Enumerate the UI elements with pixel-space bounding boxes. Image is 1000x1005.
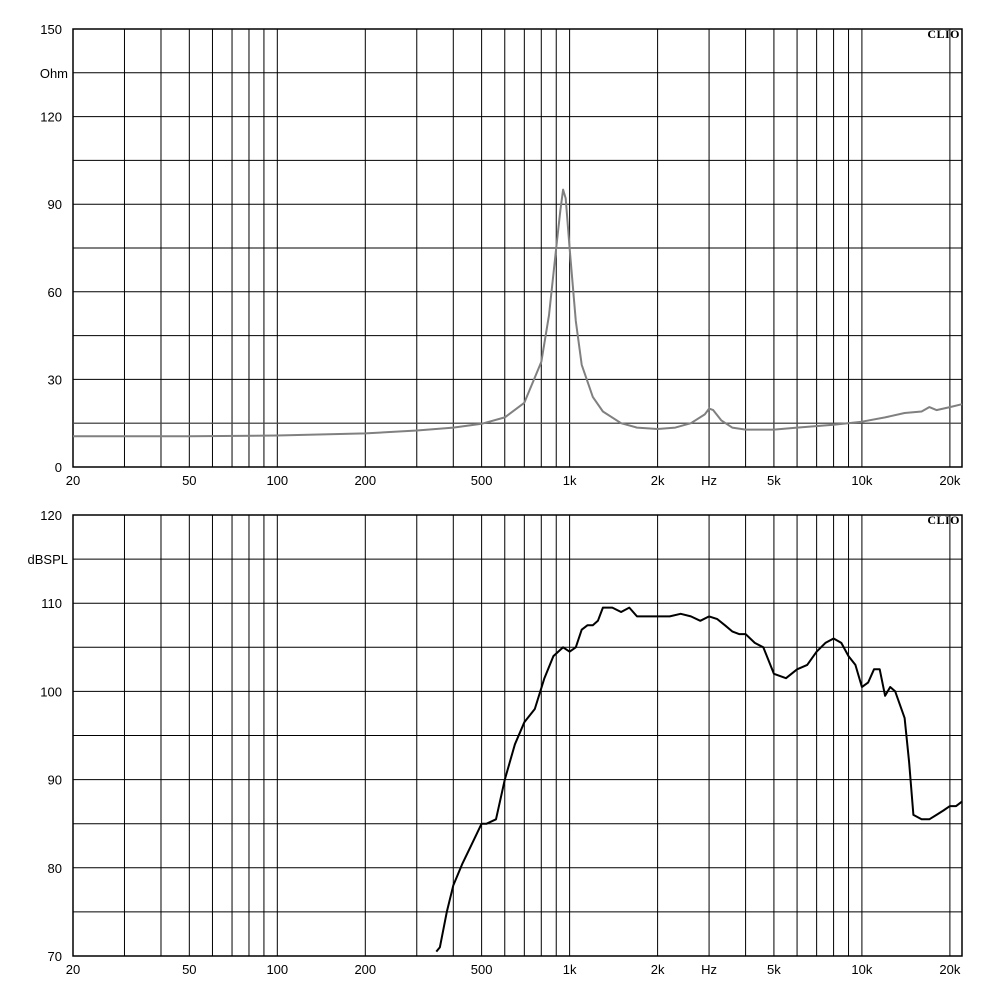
x-tick-label: 20k (939, 962, 960, 977)
x-tick-label: 500 (471, 962, 493, 977)
x-tick-label: 10k (851, 473, 872, 488)
y-tick-label: 90 (48, 197, 62, 212)
x-tick-label: 100 (266, 473, 288, 488)
x-tick-label: 1k (563, 473, 577, 488)
x-tick-label: 5k (767, 473, 781, 488)
x-tick-label: 2k (651, 473, 665, 488)
spl-chart: 70 80 90 100 110 120 dBSPL 20 50 100 200 500 1k 2k Hz 5… (28, 508, 963, 977)
x-tick-label: 5k (767, 962, 781, 977)
x-tick-label: 50 (182, 473, 196, 488)
x-tick-label: 200 (354, 473, 376, 488)
x-tick-label: 200 (354, 962, 376, 977)
brand-label: CLIO (927, 27, 960, 41)
x-tick-label: 10k (851, 962, 872, 977)
y-axis-label: dBSPL (28, 552, 68, 567)
series-line (435, 606, 963, 953)
plot-frame (72, 514, 963, 957)
y-tick-label: 120 (40, 508, 62, 523)
y-tick-label: 110 (41, 596, 62, 611)
y-tick-label: 30 (48, 372, 62, 387)
x-tick-label: Hz (701, 962, 717, 977)
x-tick-label: 500 (471, 473, 493, 488)
impedance-chart: 0 30 60 90 120 150 Ohm 20 50 100 200 500 1k 2k Hz 5k 10k… (40, 22, 963, 488)
y-tick-label: 70 (48, 949, 62, 964)
y-axis-label: Ohm (40, 66, 68, 81)
x-tick-label: 1k (563, 962, 577, 977)
y-tick-label: 80 (48, 861, 62, 876)
y-tick-label: 0 (55, 460, 62, 475)
series-line (73, 188, 963, 438)
y-tick-label: 100 (40, 684, 62, 699)
x-tick-label: 20 (66, 962, 80, 977)
x-tick-label: 100 (266, 962, 288, 977)
brand-label: CLIO (927, 513, 960, 527)
x-tick-label: 50 (182, 962, 196, 977)
x-tick-label: 20 (66, 473, 80, 488)
x-tick-label: 20k (939, 473, 960, 488)
y-tick-label: 120 (40, 110, 62, 125)
x-tick-label: 2k (651, 962, 665, 977)
y-tick-label: 150 (40, 22, 62, 37)
plot-frame (72, 28, 963, 468)
y-tick-label: 90 (48, 773, 62, 788)
y-tick-label: 60 (48, 285, 62, 300)
x-tick-label: Hz (701, 473, 717, 488)
